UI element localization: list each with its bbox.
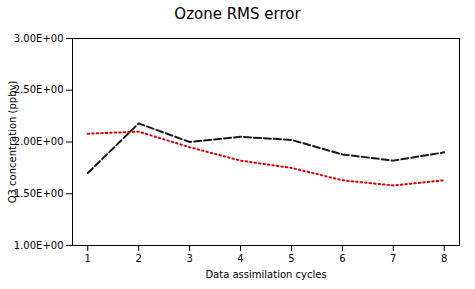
svg-text:1: 1	[85, 253, 91, 264]
svg-text:5: 5	[288, 253, 294, 264]
svg-text:2.50E+00: 2.50E+00	[14, 84, 64, 95]
svg-text:1.50E+00: 1.50E+00	[14, 188, 64, 199]
html-text:Ozone RMS error: Ozone RMS error	[174, 5, 301, 23]
svg-text:2.00E+00: 2.00E+00	[14, 136, 64, 147]
svg-text:3.00E+00: 3.00E+00	[14, 33, 64, 44]
svg-text:6: 6	[339, 253, 345, 264]
svg-text:Data assimilation cycles: Data assimilation cycles	[205, 269, 326, 280]
svg-text:2: 2	[136, 253, 142, 264]
svg-text:1.00E+00: 1.00E+00	[14, 240, 64, 251]
svg-text:7: 7	[390, 253, 396, 264]
svg-text:8: 8	[441, 253, 447, 264]
svg-text:O3 concentration (ppbv): O3 concentration (ppbv)	[7, 81, 18, 204]
svg-text:3: 3	[186, 253, 192, 264]
svg-text:4: 4	[237, 253, 243, 264]
